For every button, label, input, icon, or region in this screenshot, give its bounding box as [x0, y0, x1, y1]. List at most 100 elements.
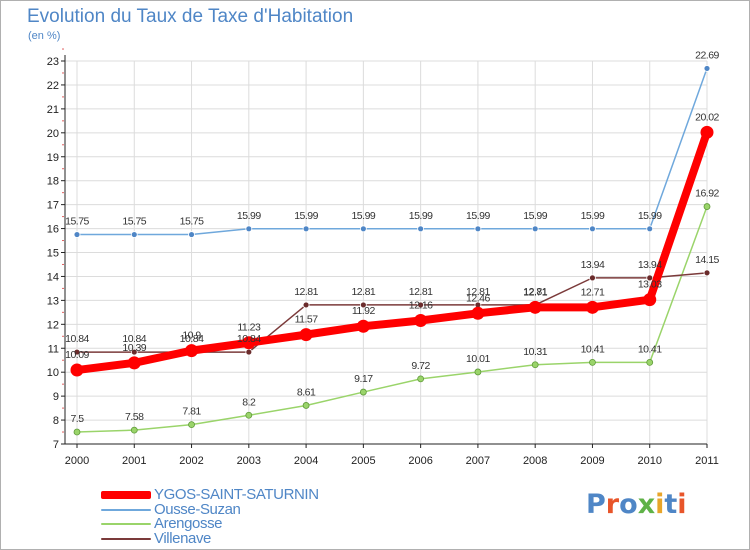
x-tick-label: 2004	[294, 455, 318, 467]
data-label: 16.92	[695, 188, 719, 200]
x-tick-label: 2006	[408, 455, 432, 467]
legend-swatch-villenave	[101, 537, 151, 540]
data-point	[359, 388, 367, 396]
data-label: 10.39	[122, 342, 146, 354]
data-label: 9.17	[354, 373, 373, 385]
data-label: 14.15	[695, 254, 719, 266]
data-point	[130, 231, 138, 238]
legend: YGOS-SAINT-SATURNIN Ousse-Suzan Arengoss…	[101, 485, 401, 549]
y-tick-label: 17	[47, 200, 59, 212]
y-tick-label: 19	[47, 152, 59, 164]
data-label: 11.57	[295, 314, 319, 326]
series-line	[77, 68, 708, 236]
data-point	[130, 426, 138, 434]
data-label: 10.41	[638, 343, 662, 355]
data-label: 10.84	[237, 333, 261, 345]
data-label: 10.41	[581, 343, 605, 355]
grid-layer	[65, 60, 708, 445]
logo-letter: P	[586, 489, 606, 520]
y-tick-label: 16	[47, 224, 59, 236]
data-point	[585, 300, 599, 314]
y-tick-label: 13	[47, 295, 59, 307]
data-label: 12.81	[351, 286, 375, 298]
chart-title: Evolution du Taux de Taxe d'Habitation	[27, 6, 354, 27]
y-tick-label: 23	[47, 56, 59, 68]
data-point	[474, 368, 482, 376]
series-line	[76, 131, 711, 375]
data-point	[589, 358, 596, 366]
data-point	[703, 65, 711, 72]
chart-unit-label: (en %)	[28, 30, 61, 42]
logo-letter: o	[619, 489, 638, 520]
data-label: 15.75	[65, 216, 89, 228]
data-point	[130, 348, 138, 356]
data-label: 22.69	[695, 49, 719, 61]
data-point	[73, 231, 81, 238]
y-tick-label: 8	[53, 415, 59, 427]
x-tick-label: 2007	[466, 455, 490, 467]
data-point	[302, 301, 310, 309]
data-point	[471, 306, 485, 320]
data-point	[302, 402, 310, 409]
series-layer	[70, 65, 714, 436]
data-point	[127, 356, 141, 370]
data-label: 12.81	[294, 286, 318, 298]
y-tick-label: 7	[53, 439, 59, 451]
y-tick-label: 20	[47, 128, 59, 140]
data-point	[531, 361, 539, 369]
data-point	[302, 225, 310, 233]
data-point	[474, 225, 482, 233]
legend-label-ygos-saint-saturnin: YGOS-SAINT-SATURNIN	[154, 486, 319, 503]
data-label: 15.99	[351, 210, 375, 222]
logo-letter: i	[655, 489, 665, 520]
data-label: 10.9	[182, 330, 201, 342]
data-point	[356, 319, 370, 333]
proxiti-logo: Proxiti	[586, 489, 687, 520]
y-tick-label: 11	[48, 343, 59, 355]
data-label: 13.03	[638, 279, 662, 291]
data-label: 12.16	[409, 299, 433, 311]
data-label: 15.99	[581, 210, 605, 222]
legend-item-ygos-saint-saturnin: YGOS-SAINT-SATURNIN	[101, 486, 319, 503]
data-point	[242, 336, 256, 350]
data-point	[73, 428, 81, 436]
data-label: 7.58	[125, 411, 144, 423]
data-label: 15.99	[466, 210, 490, 222]
logo-letter: r	[605, 489, 620, 520]
data-point	[359, 301, 367, 309]
data-point	[646, 274, 654, 282]
y-tick-label: 12	[47, 319, 59, 331]
legend-label-ousse-suzan: Ousse-Suzan	[154, 501, 241, 518]
data-point	[185, 344, 199, 358]
data-label: 12.71	[581, 286, 605, 298]
x-tick-label: 2001	[122, 455, 146, 467]
data-point	[646, 225, 654, 233]
data-label: 8.61	[297, 386, 316, 398]
legend-label-arengosse: Arengosse	[154, 515, 223, 532]
data-label: 15.99	[237, 210, 261, 222]
data-point	[643, 293, 657, 307]
data-label: 13.94	[638, 259, 662, 271]
data-point	[531, 225, 539, 233]
x-tick-label: 2000	[65, 455, 89, 467]
data-point	[73, 348, 81, 356]
data-point	[70, 363, 84, 377]
y-tick-label: 21	[47, 104, 59, 116]
data-label: 12.81	[409, 286, 433, 298]
data-label: 10.84	[65, 333, 89, 345]
data-label: 9.72	[411, 360, 430, 372]
data-point	[703, 269, 711, 277]
data-label: 7.81	[182, 406, 201, 418]
data-point	[245, 348, 253, 356]
line-chart: 7 8 9 10 11 12 13 14 15 16 17 18 19 20 21 22 23 2000 2001 2…	[47, 48, 720, 467]
data-label: 11.23	[237, 322, 261, 334]
data-point	[589, 225, 596, 233]
data-label: 10.84	[122, 333, 146, 345]
data-label: 8.2	[242, 396, 256, 408]
x-tick-label: 2009	[580, 455, 604, 467]
data-point	[528, 300, 542, 314]
data-label: 12.81	[523, 286, 547, 298]
series-line	[77, 272, 708, 353]
